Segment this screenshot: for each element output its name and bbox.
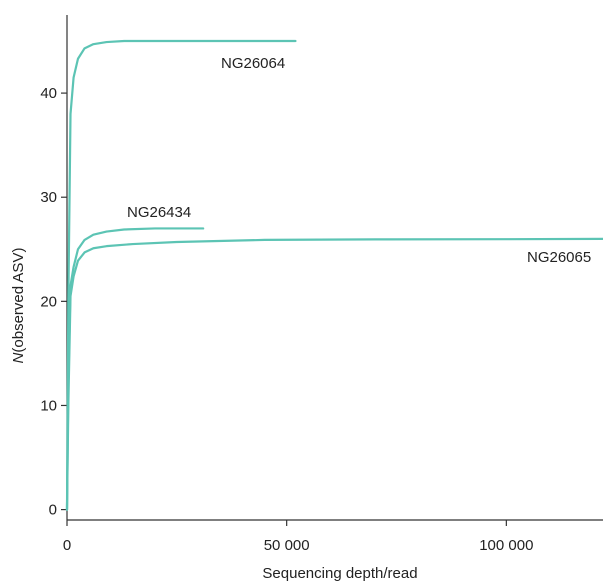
x-tick-label: 50 000 [264,537,310,554]
series-label-ng26064: NG26064 [221,55,285,72]
series-line-ng26065 [65,237,603,511]
series-line-ng26434 [65,227,205,511]
series-line-ng26064 [65,39,297,511]
y-ticks: 0 10 20 30 40 [40,85,67,519]
y-tick-label: 10 [40,397,57,414]
x-ticks: 0 50 000 100 000 [63,520,533,554]
series-labels: NG26064 NG26434 NG26065 [127,55,591,266]
axes [66,15,603,521]
series-lines [65,39,603,511]
x-tick-label: 100 000 [479,537,533,554]
series-label-ng26434: NG26434 [127,204,191,221]
y-tick-label: 20 [40,293,57,310]
series-label-ng26065: NG26065 [527,249,591,266]
y-tick-label: 30 [40,189,57,206]
y-axis-title: N(observed ASV) [10,248,27,364]
y-axis-title-italic: N [10,352,27,363]
y-tick-label: 40 [40,85,57,102]
x-tick-label: 0 [63,537,71,554]
y-tick-label: 0 [49,502,57,519]
y-axis-title-rest: (observed ASV) [10,248,27,353]
x-axis-title: Sequencing depth/read [262,565,417,582]
